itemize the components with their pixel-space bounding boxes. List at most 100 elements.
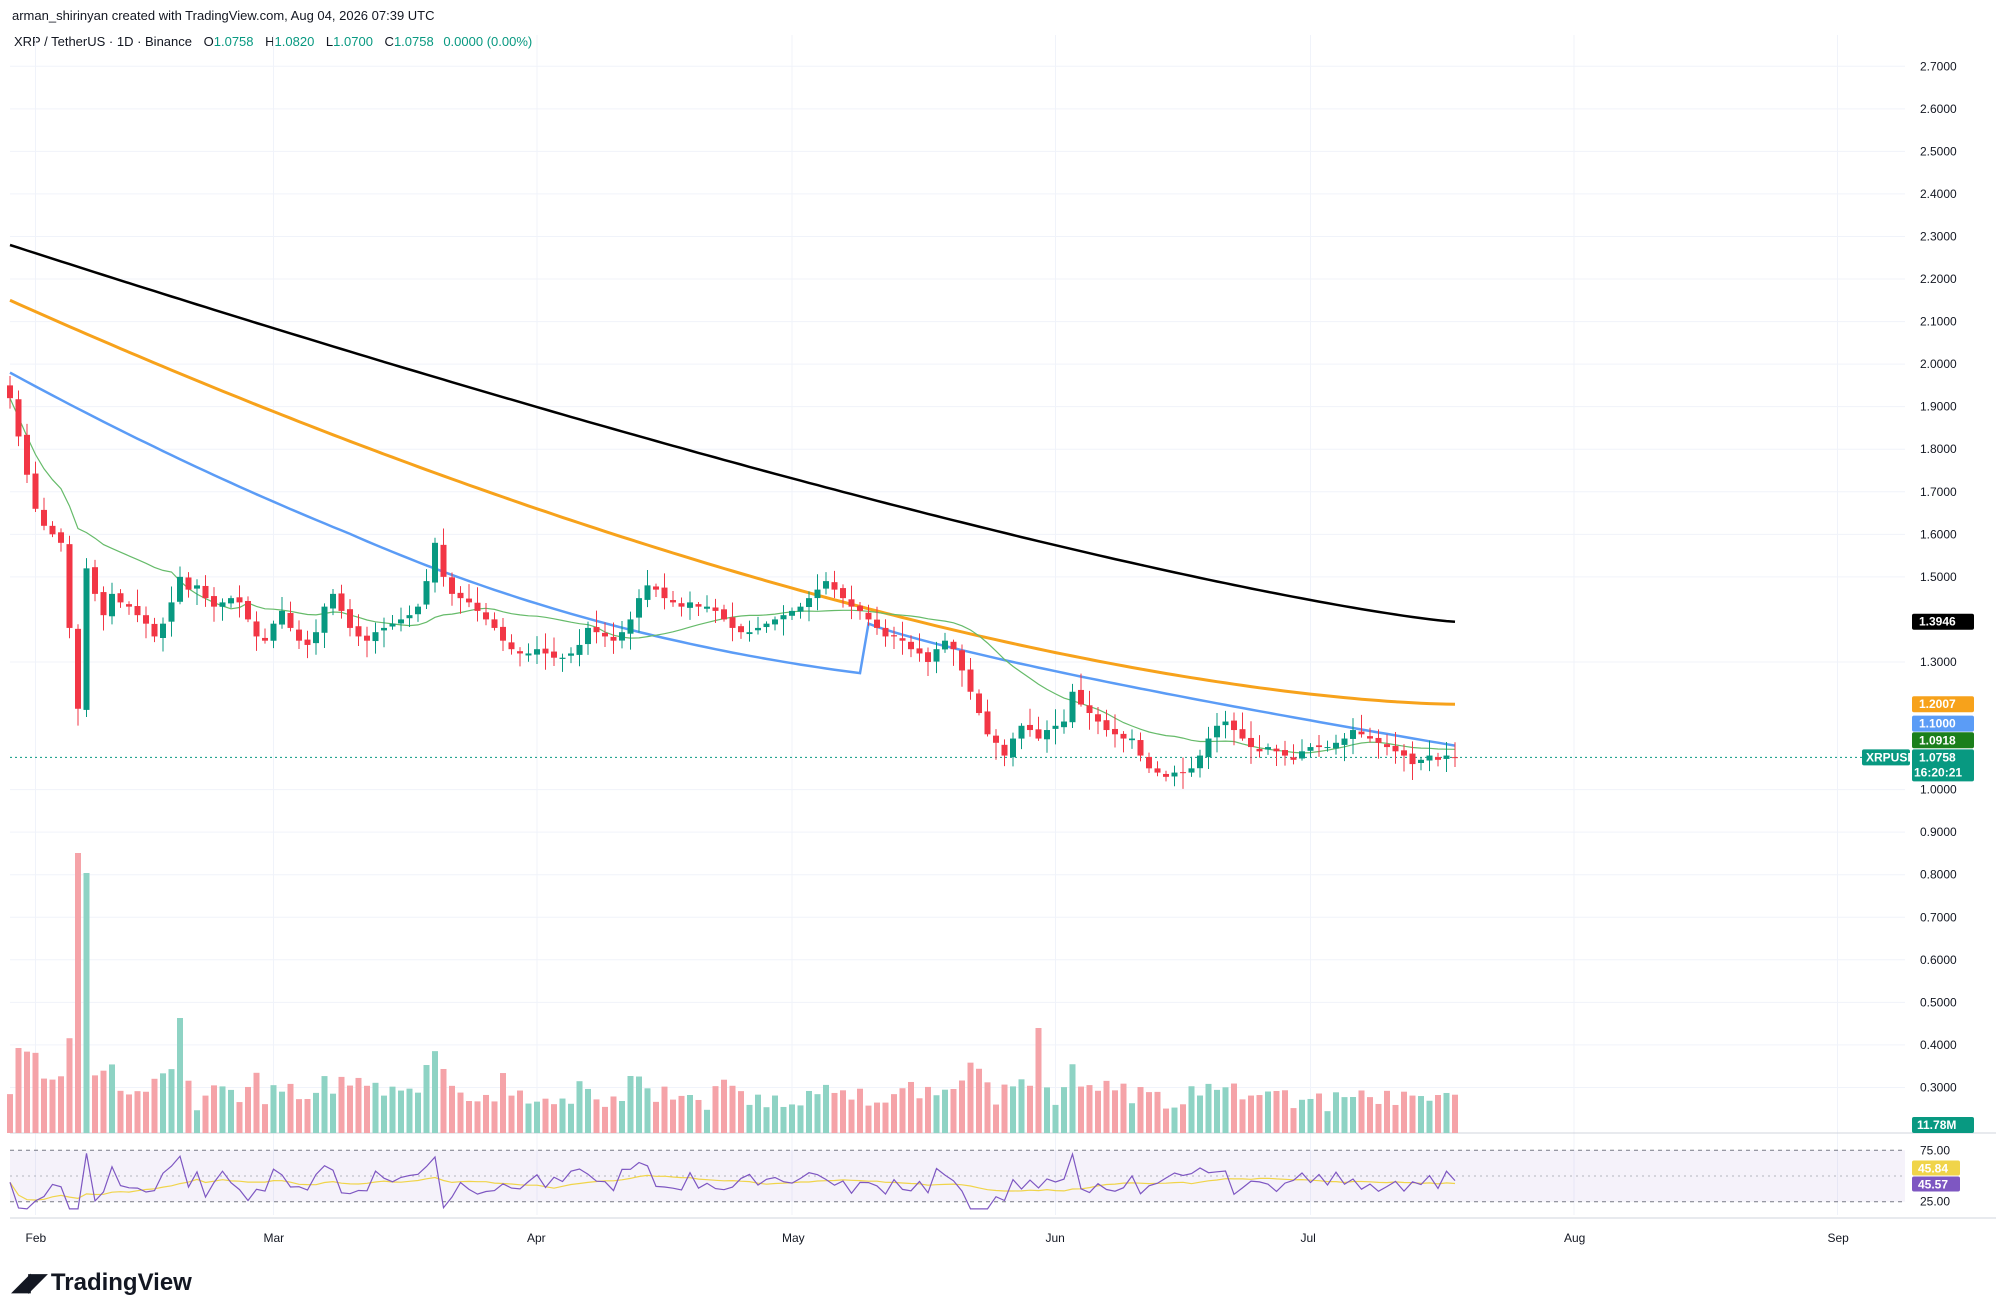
- volume-bar: [551, 1104, 557, 1133]
- candle-body: [1392, 745, 1399, 752]
- volume-bar: [457, 1092, 464, 1133]
- rsi-line: [9, 1151, 1456, 1210]
- candle-body: [202, 585, 209, 599]
- candle-body: [134, 606, 141, 616]
- candle-body: [253, 621, 260, 637]
- candle-body: [661, 587, 668, 599]
- time-tick-label: May: [782, 1231, 805, 1245]
- high-value: 1.0820: [274, 34, 315, 49]
- volume-bar: [483, 1094, 489, 1133]
- volume-bar: [1180, 1104, 1186, 1133]
- candle-body: [1426, 755, 1433, 761]
- candle-body: [525, 653, 532, 656]
- volume-tag-bg: [1912, 1117, 1974, 1133]
- volume-bar: [449, 1085, 455, 1133]
- candle-body: [313, 632, 319, 644]
- volume-bar: [500, 1073, 506, 1133]
- volume-bar: [1333, 1092, 1339, 1133]
- candle-body: [568, 653, 574, 656]
- tradingview-brand[interactable]: ◢◤ TradingView: [12, 1268, 192, 1297]
- symbol-legend[interactable]: XRP / TetherUS · 1D · Binance O1.0758 H1…: [14, 34, 532, 49]
- volume-bar: [66, 1038, 73, 1133]
- candle-body: [1350, 730, 1356, 739]
- candle-body: [644, 585, 651, 600]
- volume-bar: [1239, 1099, 1246, 1133]
- volume-bar: [542, 1098, 549, 1133]
- volume-bar: [882, 1102, 889, 1133]
- candle-body: [602, 632, 608, 637]
- candle-body: [347, 609, 353, 628]
- candle-body: [1290, 757, 1297, 760]
- candle-body: [967, 669, 974, 692]
- open-value: 1.0758: [213, 34, 254, 49]
- volume-bar: [1375, 1103, 1382, 1133]
- volume-bar: [355, 1077, 362, 1133]
- volume-bar: [984, 1082, 991, 1133]
- ma200-line: [9, 243, 1456, 623]
- candle-body: [1197, 755, 1203, 769]
- volume-bar: [474, 1101, 481, 1133]
- volume-bar: [627, 1076, 634, 1133]
- candle-body: [891, 635, 897, 637]
- candle-body: [576, 644, 583, 655]
- volume-bar: [678, 1095, 685, 1133]
- volume-bar: [721, 1079, 727, 1133]
- rsi-pane: [9, 1149, 1905, 1210]
- candle-body: [1265, 747, 1271, 750]
- candle-body: [1035, 729, 1042, 739]
- candle-body: [1418, 759, 1424, 763]
- volume-bar: [202, 1095, 209, 1133]
- volume-bar: [908, 1081, 914, 1133]
- candle-body: [279, 610, 285, 625]
- volume-bar: [559, 1098, 566, 1133]
- candle-body: [1256, 748, 1263, 752]
- candle-body: [925, 652, 931, 662]
- candle-body: [1188, 768, 1195, 773]
- candle-body: [1010, 738, 1016, 758]
- candle-body: [245, 600, 251, 620]
- price-tick-label: 1.9000: [1920, 400, 1957, 414]
- volume-bar: [687, 1095, 693, 1133]
- candle-body: [228, 598, 234, 604]
- volume-bar: [1265, 1091, 1271, 1133]
- candle-body: [1443, 755, 1450, 759]
- candle-body: [1146, 756, 1152, 769]
- candle-body: [1358, 731, 1365, 735]
- volume-bar: [823, 1084, 829, 1133]
- volume-bar: [151, 1078, 158, 1133]
- volume-bar: [959, 1080, 965, 1133]
- candle-body: [1248, 737, 1254, 748]
- candle-body: [848, 599, 855, 607]
- price-tick-label: 2.2000: [1920, 272, 1957, 286]
- volume-bar: [262, 1104, 268, 1133]
- candle-body: [100, 592, 107, 616]
- volume-bar: [967, 1062, 974, 1133]
- volume-bar: [1358, 1090, 1365, 1133]
- candle-body: [398, 619, 404, 624]
- volume-bar: [831, 1092, 838, 1133]
- volume-bar: [313, 1092, 319, 1133]
- volume-bar: [1299, 1099, 1305, 1133]
- candle-body: [908, 641, 914, 650]
- price-tick-label: 2.3000: [1920, 229, 1957, 243]
- candle-body: [338, 593, 345, 611]
- volume-bar: [1010, 1086, 1016, 1133]
- volume-bar: [75, 853, 81, 1133]
- candle-body: [729, 617, 736, 628]
- volume-bar: [874, 1102, 880, 1133]
- candle-body: [882, 627, 889, 637]
- candle-body: [270, 623, 277, 641]
- volume-bar: [636, 1076, 642, 1133]
- moving-averages: [9, 243, 1900, 758]
- price-tick-label: 0.8000: [1920, 868, 1957, 882]
- candle-body: [126, 604, 132, 607]
- candle-body: [1205, 738, 1212, 758]
- ma-tag-0: 1.3946: [1919, 615, 1956, 629]
- volume-bar: [857, 1088, 863, 1133]
- volume-bar: [848, 1099, 855, 1133]
- candle-body: [474, 602, 481, 611]
- volume-bar: [406, 1088, 413, 1133]
- price-tick-label: 1.3000: [1920, 655, 1957, 669]
- price-tick-label: 0.6000: [1920, 953, 1957, 967]
